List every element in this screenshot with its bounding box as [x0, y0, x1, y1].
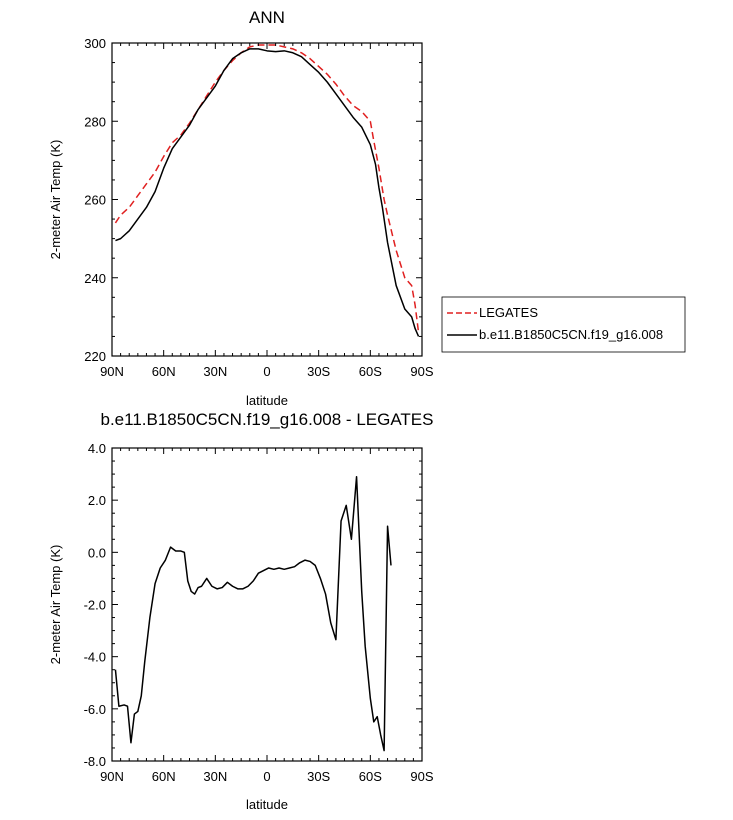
bottom-x-tick-label: 60S — [359, 769, 382, 784]
bottom-chart-title: b.e11.B1850C5CN.f19_g16.008 - LEGATES — [101, 410, 434, 429]
bottom-y-tick-label: 4.0 — [88, 441, 106, 456]
top-x-tick-label: 60N — [152, 364, 176, 379]
top-y-tick-label: 300 — [84, 36, 106, 51]
bottom-y-tick-label: 0.0 — [88, 545, 106, 560]
legend: LEGATES b.e11.B1850C5CN.f19_g16.008 — [441, 296, 686, 353]
top-y-tick-label: 280 — [84, 114, 106, 129]
bottom-y-tick-label: -4.0 — [84, 650, 106, 665]
bottom-y-tick-label: -2.0 — [84, 598, 106, 613]
legend-label-legates: LEGATES — [479, 305, 538, 320]
top-y-tick-label: 260 — [84, 193, 106, 208]
top-y-tick-label: 240 — [84, 271, 106, 286]
top-x-tick-label: 90N — [100, 364, 124, 379]
top-y-axis-label: 2-meter Air Temp (K) — [48, 140, 63, 260]
top-chart-title: ANN — [249, 8, 285, 27]
top-plot-frame — [111, 42, 423, 357]
bottom-panel: b.e11.B1850C5CN.f19_g16.008 - LEGATES 90… — [48, 410, 434, 812]
top-panel: ANN 90N 60N 30N 0 30S 60S 90S 220 240 260 280 300 l… — [48, 8, 686, 408]
top-x-tick-label: 0 — [263, 364, 270, 379]
bottom-plot-frame — [111, 447, 423, 762]
legend-box — [441, 296, 686, 353]
bottom-y-tick-label: 2.0 — [88, 493, 106, 508]
top-x-tick-label: 30N — [203, 364, 227, 379]
bottom-y-tick-label: -8.0 — [84, 754, 106, 769]
bottom-x-tick-label: 30S — [307, 769, 330, 784]
top-x-tick-label: 60S — [359, 364, 382, 379]
top-x-tick-label: 90S — [410, 364, 433, 379]
bottom-y-axis-label: 2-meter Air Temp (K) — [48, 545, 63, 665]
bottom-x-tick-label: 0 — [263, 769, 270, 784]
bottom-series-line-0 — [114, 475, 392, 752]
top-x-tick-label: 30S — [307, 364, 330, 379]
top-y-tick-label: 220 — [84, 349, 106, 364]
top-series-line-1 — [115, 48, 420, 337]
bottom-x-axis-label: latitude — [246, 797, 288, 812]
bottom-y-tick-label: -6.0 — [84, 702, 106, 717]
bottom-x-tick-label: 60N — [152, 769, 176, 784]
bottom-x-tick-label: 30N — [203, 769, 227, 784]
top-series-line-0 — [114, 44, 420, 333]
bottom-x-tick-label: 90N — [100, 769, 124, 784]
legend-label-model: b.e11.B1850C5CN.f19_g16.008 — [479, 327, 663, 342]
top-x-axis-label: latitude — [246, 393, 288, 408]
bottom-x-tick-label: 90S — [410, 769, 433, 784]
